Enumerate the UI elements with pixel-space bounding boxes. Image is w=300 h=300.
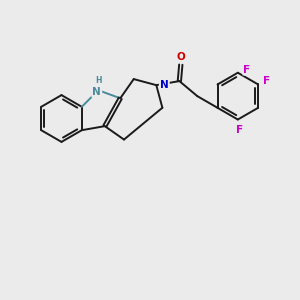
Text: F: F	[243, 65, 250, 75]
Text: F: F	[236, 125, 243, 135]
Text: H: H	[95, 76, 102, 85]
Text: N: N	[160, 80, 169, 90]
Text: N: N	[92, 87, 101, 97]
Text: O: O	[176, 52, 185, 61]
Text: F: F	[263, 76, 271, 86]
